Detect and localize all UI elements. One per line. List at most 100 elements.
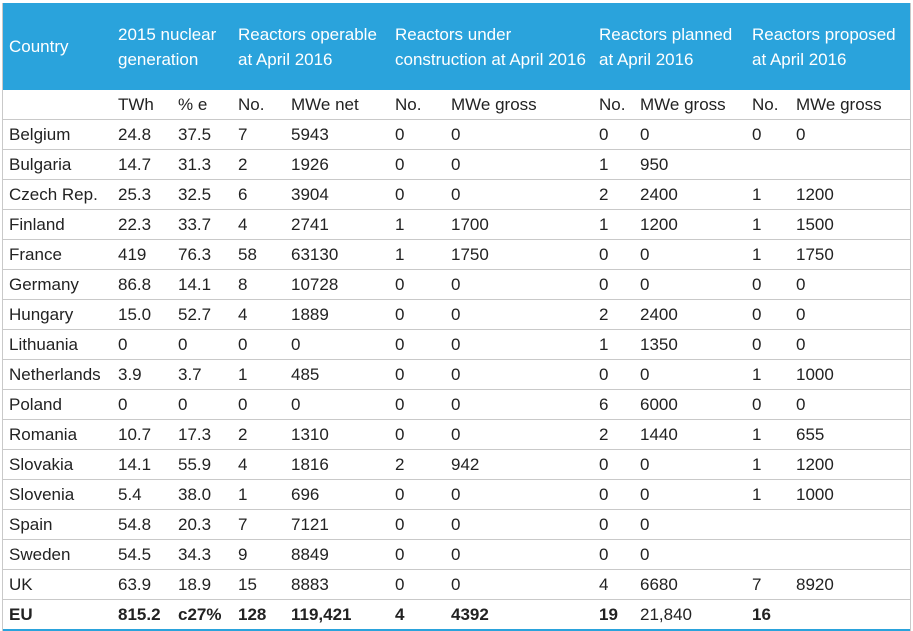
unit-cell	[3, 90, 112, 120]
table-row: Czech Rep. 25.3 32.5 6 3904 0 0 2 2400 1 1200	[3, 179, 910, 210]
cell-generation-pct: 32.5	[172, 179, 232, 210]
cell-operable-mwe: 1926	[285, 149, 389, 180]
cell-proposed-mwe: 1750	[790, 239, 910, 270]
cell-country: Lithuania	[3, 329, 112, 360]
table-row: Sweden 54.5 34.3 9 8849 0 0 0 0	[3, 539, 910, 570]
cell-planned-mwe: 2400	[634, 299, 746, 330]
cell-generation-twh: 10.7	[112, 419, 172, 450]
cell-construction-mwe: 0	[445, 479, 593, 510]
cell-generation-twh: 54.8	[112, 509, 172, 540]
cell-operable-mwe: 0	[285, 389, 389, 420]
cell-proposed-no: 1	[746, 359, 790, 390]
cell-proposed-mwe: 1200	[790, 449, 910, 480]
cell-operable-no: 4	[232, 209, 285, 240]
cell-generation-pct: 55.9	[172, 449, 232, 480]
table-row: UK 63.9 18.9 15 8883 0 0 4 6680 7 8920	[3, 569, 910, 600]
nuclear-reactors-table-container: Country 2015 nuclear generation Reactors…	[2, 3, 911, 631]
total-planned-no: 19	[593, 599, 634, 631]
cell-generation-pct: 0	[172, 389, 232, 420]
cell-generation-twh: 86.8	[112, 269, 172, 300]
table-body: Belgium 24.8 37.5 7 5943 0 0 0 0 0 0 Bulgaria 14.7 31…	[3, 119, 910, 631]
cell-construction-no: 1	[389, 239, 445, 270]
cell-construction-no: 0	[389, 539, 445, 570]
unit-cell: No.	[232, 90, 285, 120]
cell-planned-mwe: 0	[634, 119, 746, 150]
cell-construction-no: 0	[389, 569, 445, 600]
unit-cell: MWe gross	[790, 90, 910, 120]
cell-proposed-mwe: 0	[790, 269, 910, 300]
cell-operable-mwe: 1889	[285, 299, 389, 330]
cell-construction-mwe: 0	[445, 509, 593, 540]
cell-operable-no: 58	[232, 239, 285, 270]
cell-country: Poland	[3, 389, 112, 420]
cell-generation-pct: 17.3	[172, 419, 232, 450]
cell-construction-no: 0	[389, 299, 445, 330]
cell-planned-no: 1	[593, 329, 634, 360]
cell-operable-no: 7	[232, 119, 285, 150]
cell-proposed-mwe: 0	[790, 389, 910, 420]
table-row: Hungary 15.0 52.7 4 1889 0 0 2 2400 0 0	[3, 299, 910, 330]
cell-planned-no: 0	[593, 269, 634, 300]
cell-country: Bulgaria	[3, 149, 112, 180]
cell-operable-no: 15	[232, 569, 285, 600]
cell-operable-mwe: 1816	[285, 449, 389, 480]
cell-planned-mwe: 950	[634, 149, 746, 180]
cell-generation-twh: 419	[112, 239, 172, 270]
total-proposed-mwe	[790, 599, 910, 631]
cell-planned-no: 1	[593, 209, 634, 240]
cell-operable-no: 4	[232, 299, 285, 330]
cell-construction-mwe: 942	[445, 449, 593, 480]
cell-country: Spain	[3, 509, 112, 540]
total-operable-no: 128	[232, 599, 285, 631]
cell-generation-twh: 14.1	[112, 449, 172, 480]
unit-cell: TWh	[112, 90, 172, 120]
cell-planned-no: 0	[593, 119, 634, 150]
cell-operable-mwe: 1310	[285, 419, 389, 450]
header-proposed: Reactors proposed at April 2016	[746, 3, 910, 90]
cell-generation-twh: 0	[112, 329, 172, 360]
header-planned: Reactors planned at April 2016	[593, 3, 746, 90]
cell-generation-pct: 52.7	[172, 299, 232, 330]
cell-generation-pct: 14.1	[172, 269, 232, 300]
table-row: Slovakia 14.1 55.9 4 1816 2 942 0 0 1 1200	[3, 449, 910, 480]
cell-construction-mwe: 0	[445, 419, 593, 450]
cell-planned-mwe: 6680	[634, 569, 746, 600]
cell-operable-no: 2	[232, 419, 285, 450]
cell-planned-mwe: 0	[634, 479, 746, 510]
cell-proposed-mwe: 1500	[790, 209, 910, 240]
cell-proposed-no: 1	[746, 479, 790, 510]
cell-generation-twh: 24.8	[112, 119, 172, 150]
cell-construction-mwe: 1700	[445, 209, 593, 240]
cell-operable-mwe: 0	[285, 329, 389, 360]
cell-operable-mwe: 63130	[285, 239, 389, 270]
cell-country: Germany	[3, 269, 112, 300]
cell-construction-no: 0	[389, 419, 445, 450]
cell-planned-mwe: 0	[634, 359, 746, 390]
cell-planned-mwe: 1350	[634, 329, 746, 360]
cell-proposed-mwe: 1000	[790, 359, 910, 390]
cell-construction-no: 0	[389, 509, 445, 540]
cell-proposed-mwe	[790, 539, 910, 570]
cell-construction-mwe: 0	[445, 329, 593, 360]
cell-country: UK	[3, 569, 112, 600]
cell-operable-mwe: 8849	[285, 539, 389, 570]
table-row: France 419 76.3 58 63130 1 1750 0 0 1 1750	[3, 239, 910, 270]
total-planned-mwe: 21,840	[634, 599, 746, 631]
header-country: Country	[3, 3, 112, 90]
cell-operable-mwe: 485	[285, 359, 389, 390]
cell-planned-no: 0	[593, 509, 634, 540]
table-row: Romania 10.7 17.3 2 1310 0 0 2 1440 1 655	[3, 419, 910, 450]
cell-operable-no: 7	[232, 509, 285, 540]
cell-generation-pct: 3.7	[172, 359, 232, 390]
cell-construction-no: 2	[389, 449, 445, 480]
unit-cell: No.	[746, 90, 790, 120]
cell-operable-mwe: 5943	[285, 119, 389, 150]
nuclear-reactors-table: Country 2015 nuclear generation Reactors…	[3, 3, 910, 631]
cell-operable-no: 8	[232, 269, 285, 300]
cell-generation-twh: 54.5	[112, 539, 172, 570]
cell-planned-mwe: 1440	[634, 419, 746, 450]
cell-generation-twh: 3.9	[112, 359, 172, 390]
cell-operable-no: 2	[232, 149, 285, 180]
table-row: Belgium 24.8 37.5 7 5943 0 0 0 0 0 0	[3, 119, 910, 150]
cell-planned-no: 2	[593, 179, 634, 210]
